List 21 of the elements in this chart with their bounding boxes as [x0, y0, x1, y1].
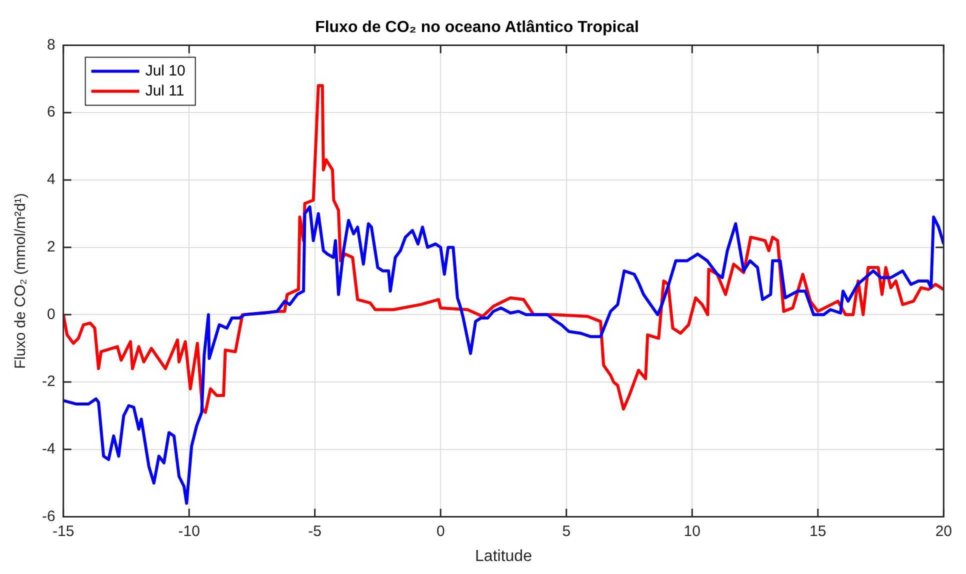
y-tick-label: 6: [46, 104, 56, 121]
y-tick-label: 8: [46, 36, 56, 54]
x-tick-label: -10: [178, 522, 200, 540]
x-tick-label: 0: [436, 522, 445, 540]
x-tick-label: 15: [810, 522, 826, 540]
legend-label: Jul 11: [145, 82, 184, 100]
y-tick-label: -2: [42, 373, 56, 390]
y-tick-label: -4: [42, 440, 56, 458]
legend-label: Jul 10: [145, 62, 186, 80]
x-tick-label: -15: [52, 522, 74, 540]
y-tick-label: 2: [46, 238, 56, 256]
x-tick-label: 10: [684, 522, 700, 540]
x-tick-label: 20: [935, 522, 952, 540]
y-axis-title: Fluxo de CO₂ (mmol/m²d¹): [12, 193, 30, 369]
chart-title: Fluxo de CO₂ no oceano Atlântico Tropical: [315, 19, 639, 36]
y-tick-label: 4: [46, 171, 56, 188]
y-tick-label: -6: [42, 508, 56, 525]
x-tick-label: -5: [308, 522, 322, 540]
x-tick-label: 5: [562, 522, 571, 540]
x-axis-title: Latitude: [475, 548, 532, 565]
y-tick-label: 0: [46, 306, 56, 323]
